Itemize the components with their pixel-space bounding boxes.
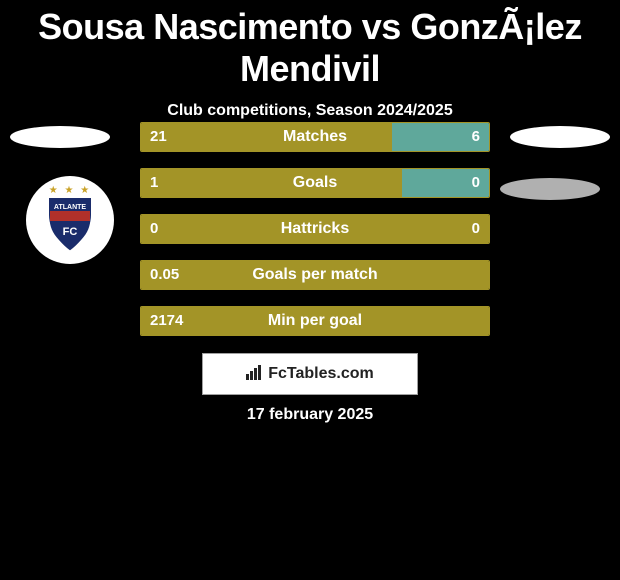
club-badge: ★ ★ ★ ATLANTE FC bbox=[26, 176, 114, 264]
stat-bar-right bbox=[402, 169, 489, 197]
ellipse-mid-right bbox=[500, 178, 600, 200]
stat-bar-left bbox=[141, 123, 392, 151]
date-label: 17 february 2025 bbox=[0, 406, 620, 424]
ellipse-top-right bbox=[510, 126, 610, 148]
shield-icon: ATLANTE FC bbox=[46, 197, 94, 251]
club-badge-inner: ★ ★ ★ ATLANTE FC bbox=[46, 186, 94, 255]
stat-bar-left bbox=[141, 307, 489, 335]
brand-text: FcTables.com bbox=[268, 365, 374, 383]
bar-chart-icon bbox=[246, 364, 264, 385]
brand-box[interactable]: FcTables.com bbox=[202, 353, 418, 395]
stat-bar bbox=[140, 306, 490, 336]
stat-row: Goals per match0.05 bbox=[0, 252, 620, 298]
page-title: Sousa Nascimento vs GonzÃ¡lez Mendivil bbox=[0, 0, 620, 90]
ellipse-top-left bbox=[10, 126, 110, 148]
stat-bar-left bbox=[141, 169, 402, 197]
stat-bar bbox=[140, 122, 490, 152]
svg-text:ATLANTE: ATLANTE bbox=[54, 204, 86, 211]
stat-bar-left bbox=[141, 215, 489, 243]
stat-bar-left bbox=[141, 261, 489, 289]
badge-stars-icon: ★ ★ ★ bbox=[46, 186, 94, 196]
infographic-container: Sousa Nascimento vs GonzÃ¡lez Mendivil C… bbox=[0, 0, 620, 580]
stat-bar bbox=[140, 168, 490, 198]
stat-row: Min per goal2174 bbox=[0, 298, 620, 344]
stat-bar bbox=[140, 260, 490, 290]
stat-bar-right bbox=[392, 123, 489, 151]
brand-label: FcTables.com bbox=[246, 364, 374, 385]
svg-text:FC: FC bbox=[63, 226, 78, 238]
stat-bar bbox=[140, 214, 490, 244]
